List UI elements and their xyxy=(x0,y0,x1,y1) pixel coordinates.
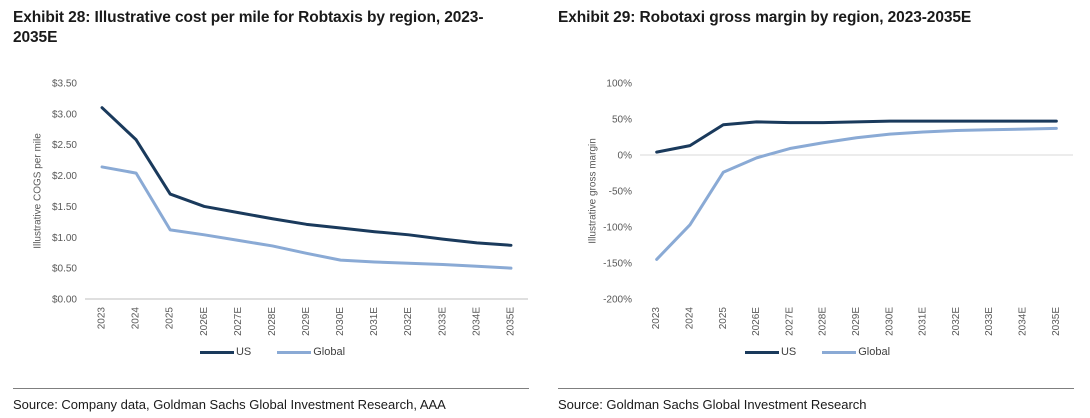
x-axis-tick-label: 2035E xyxy=(1051,307,1062,336)
x-axis-tick-label: 2023 xyxy=(97,307,108,330)
exhibit-29-source: Source: Goldman Sachs Global Investment … xyxy=(558,397,867,412)
legend-swatch-global xyxy=(822,350,857,354)
exhibit-29-source-block: Source: Goldman Sachs Global Investment … xyxy=(558,388,1074,412)
y-axis-tick-label: 50% xyxy=(612,115,632,126)
exhibit-28-source: Source: Company data, Goldman Sachs Glob… xyxy=(13,397,446,412)
y-axis-tick-label: $2.00 xyxy=(52,171,77,182)
x-axis-tick-label: 2026E xyxy=(199,307,210,336)
source-divider xyxy=(13,388,529,389)
x-axis-tick-label: 2025 xyxy=(165,307,176,330)
x-axis-tick-label: 2033E xyxy=(437,307,448,336)
exhibit-29-title: Exhibit 29: Robotaxi gross margin by reg… xyxy=(558,9,972,26)
y-axis-tick-label: $3.00 xyxy=(52,109,77,120)
y-axis-tick-label: $1.00 xyxy=(52,233,77,244)
x-axis-tick-label: 2028E xyxy=(267,307,278,336)
y-axis-tick-label: $1.50 xyxy=(52,202,77,213)
legend-item-global: Global xyxy=(277,346,345,358)
x-axis-tick-label: 2034E xyxy=(1018,307,1029,336)
x-axis-tick-label: 2027E xyxy=(784,307,795,336)
y-axis-tick-label: -100% xyxy=(603,223,632,234)
x-axis-tick-label: 2030E xyxy=(884,307,895,336)
exhibit-29-chart: 100% 50% 0% -50% -100% -150% -200% 2023 2024 2025… xyxy=(545,60,1090,342)
x-axis-tick-label: 2030E xyxy=(335,307,346,336)
x-axis-tick-label: 2026E xyxy=(751,307,762,336)
legend-swatch-global xyxy=(277,350,312,354)
global-line xyxy=(655,126,1058,261)
y-axis-tick-label: -200% xyxy=(603,295,632,306)
global-line xyxy=(100,165,513,270)
legend-label-global: Global xyxy=(313,346,346,358)
x-axis-tick-label: 2033E xyxy=(984,307,995,336)
y-axis-tick-label: $3.50 xyxy=(52,79,77,90)
x-axis-tick-label: 2031E xyxy=(918,307,929,336)
legend-item-global: Global xyxy=(822,346,890,358)
legend-item-us: US xyxy=(744,346,797,358)
x-axis-tick-label: 2034E xyxy=(471,307,482,336)
us-line xyxy=(100,106,513,247)
exhibit-28-legend: US Global xyxy=(0,344,545,360)
x-axis-tick-label: 2031E xyxy=(369,307,380,336)
x-axis-tick-label: 2029E xyxy=(301,307,312,336)
exhibit-28-chart: $3.50 $3.00 $2.50 $2.00 $1.50 $1.00 $0.50 $0.00… xyxy=(0,60,545,342)
y-axis-title: Illustrative COGS per mile xyxy=(33,133,44,249)
x-axis-tick-label: 2032E xyxy=(403,307,414,336)
us-line xyxy=(655,119,1058,154)
legend-swatch-us xyxy=(199,350,234,354)
legend-label-global: Global xyxy=(858,346,891,358)
x-axis-tick-label: 2024 xyxy=(131,307,142,330)
legend-label-us: US xyxy=(780,346,797,358)
x-axis-tick-label: 2032E xyxy=(951,307,962,336)
y-axis-tick-label: 0% xyxy=(618,151,633,162)
exhibit-28-title: Exhibit 28: Illustrative cost per mile f… xyxy=(13,9,484,46)
x-axis-tick-label: 2028E xyxy=(818,307,829,336)
chart-canvas: 100% 50% 0% -50% -100% -150% -200% 2023 2024 2025… xyxy=(588,79,1073,336)
y-axis-tick-label: $0.00 xyxy=(52,295,77,306)
y-axis-tick-label: -50% xyxy=(609,187,632,198)
y-axis-title: Illustrative gross margin xyxy=(588,138,599,244)
y-axis-tick-label: $2.50 xyxy=(52,140,77,151)
x-axis-tick-label: 2023 xyxy=(651,307,662,330)
chart-canvas: $3.50 $3.00 $2.50 $2.00 $1.50 $1.00 $0.50 $0.00… xyxy=(33,79,528,336)
x-axis-tick-label: 2027E xyxy=(233,307,244,336)
source-divider xyxy=(558,388,1074,389)
y-axis-tick-label: -150% xyxy=(603,259,632,270)
exhibit-29-panel: Exhibit 29: Robotaxi gross margin by reg… xyxy=(545,0,1090,418)
y-axis-tick-label: $0.50 xyxy=(52,264,77,275)
x-axis-tick-label: 2029E xyxy=(851,307,862,336)
x-axis-tick-label: 2025 xyxy=(718,307,729,330)
legend-swatch-us xyxy=(744,350,779,354)
y-axis-tick-label: 100% xyxy=(606,79,632,90)
legend-label-us: US xyxy=(235,346,252,358)
exhibit-29-legend: US Global xyxy=(545,344,1090,360)
legend-item-us: US xyxy=(199,346,252,358)
exhibit-28-panel: Exhibit 28: Illustrative cost per mile f… xyxy=(0,9,545,412)
x-axis-tick-label: 2024 xyxy=(684,307,695,330)
x-axis-tick-label: 2035E xyxy=(505,307,516,336)
exhibit-28-source-block: Source: Company data, Goldman Sachs Glob… xyxy=(13,388,529,412)
